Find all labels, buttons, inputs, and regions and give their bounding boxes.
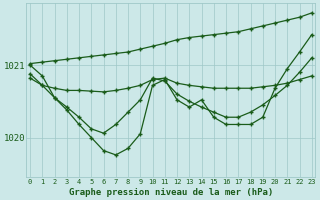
X-axis label: Graphe pression niveau de la mer (hPa): Graphe pression niveau de la mer (hPa)	[69, 188, 273, 197]
